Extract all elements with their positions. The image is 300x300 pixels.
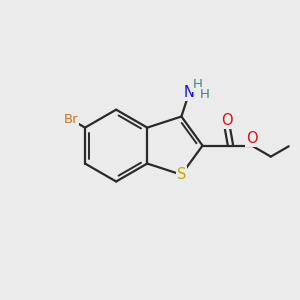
Text: Br: Br [64, 113, 78, 126]
Text: S: S [177, 167, 186, 182]
Text: H: H [193, 78, 203, 91]
Text: O: O [247, 131, 258, 146]
Text: O: O [221, 113, 232, 128]
Text: H: H [200, 88, 209, 101]
Text: N: N [184, 85, 195, 100]
